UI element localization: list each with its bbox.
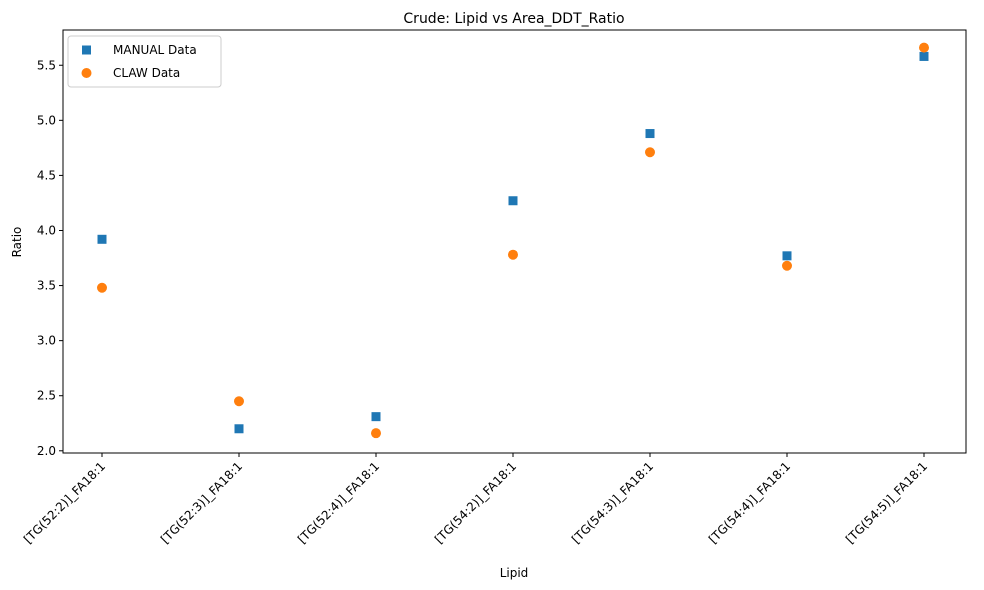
y-tick-label: 3.0 — [37, 334, 56, 348]
legend-label: CLAW Data — [113, 66, 180, 80]
legend-square-marker — [82, 45, 91, 55]
manual-data-point — [234, 424, 244, 434]
y-axis-label: Ratio — [10, 227, 24, 258]
data-points — [97, 42, 929, 439]
x-tick-label: [TG(54:4)]_FA18:1 — [706, 459, 793, 546]
manual-data-point — [645, 129, 655, 139]
legend-box — [67, 35, 222, 88]
x-tick-label: [TG(52:3)]_FA18:1 — [158, 459, 245, 546]
claw-data-point — [508, 249, 518, 260]
y-tick-label: 4.0 — [37, 223, 56, 237]
y-axis: 2.0 2.5 3.0 3.5 4.0 4.5 5.0 5.5 — [37, 58, 63, 458]
claw-data-point — [371, 428, 381, 439]
manual-data-point — [919, 51, 929, 61]
y-tick-label: 4.5 — [37, 168, 56, 182]
claw-data-point — [234, 396, 244, 407]
x-axis: [TG(52:2)]_FA18:1 [TG(52:3)]_FA18:1 [TG(52… — [21, 453, 930, 546]
x-tick-label: [TG(52:4)]_FA18:1 — [295, 459, 382, 546]
y-tick-label: 2.0 — [37, 444, 56, 458]
x-tick-label: [TG(54:5)]_FA18:1 — [843, 459, 930, 546]
x-tick-label: [TG(52:2)]_FA18:1 — [21, 459, 108, 546]
claw-data-point — [645, 147, 655, 158]
manual-data-point — [371, 412, 381, 422]
y-tick-label: 5.0 — [37, 113, 56, 127]
claw-data-point — [919, 42, 929, 53]
chart-title: Crude: Lipid vs Area_DDT_Ratio — [403, 11, 624, 27]
y-tick-label: 5.5 — [37, 58, 56, 72]
legend-label: MANUAL Data — [113, 43, 197, 57]
x-axis-label: Lipid — [500, 566, 529, 580]
legend: MANUAL Data CLAW Data — [67, 35, 222, 88]
x-tick-label: [TG(54:3)]_FA18:1 — [569, 459, 656, 546]
manual-data-point — [508, 196, 518, 206]
legend-circle-marker — [81, 68, 92, 78]
y-tick-label: 3.5 — [37, 279, 56, 293]
x-tick-label: [TG(54:2)]_FA18:1 — [432, 459, 519, 546]
manual-data-point — [97, 234, 107, 244]
manual-data-point — [782, 251, 792, 261]
claw-data-point — [97, 282, 107, 293]
claw-data-point — [782, 260, 792, 271]
plot-area — [62, 29, 967, 454]
y-tick-label: 2.5 — [37, 389, 56, 403]
